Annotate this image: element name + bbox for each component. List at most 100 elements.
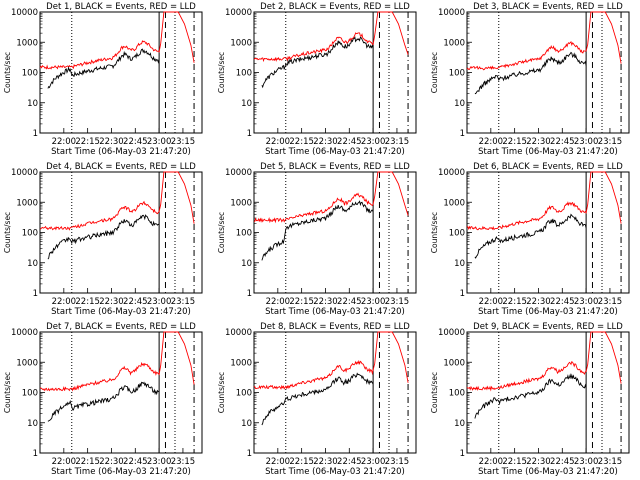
plot-frame xyxy=(39,331,203,454)
y-tick-label: 1 xyxy=(247,449,252,459)
y-tick-label: 1 xyxy=(247,289,252,299)
y-tick-label: 10 xyxy=(27,99,38,109)
y-tick-label: 1000 xyxy=(443,38,465,48)
x-tick-label: 23:00 xyxy=(574,137,599,147)
chart-title: Det 2, BLACK = Events, RED = LLD xyxy=(260,2,410,12)
events-series-line xyxy=(261,372,374,426)
y-tick-label: 10 xyxy=(454,259,465,269)
x-tick-label: 22:45 xyxy=(337,137,362,147)
x-tick-label: 22:15 xyxy=(289,457,314,467)
lld-series-line xyxy=(39,331,195,392)
x-axis-label: Start Time (06-May-03 21:47:20) xyxy=(478,307,618,317)
chart-title: Det 3, BLACK = Events, RED = LLD xyxy=(473,2,623,12)
y-tick-label: 1 xyxy=(460,449,465,459)
plot-frame xyxy=(466,171,630,294)
x-tick-label: 22:00 xyxy=(52,457,77,467)
y-tick-label: 10000 xyxy=(438,8,465,18)
x-tick-label: 22:15 xyxy=(502,297,527,307)
x-tick-label: 22:15 xyxy=(502,137,527,147)
y-tick-label: 10 xyxy=(454,419,465,429)
x-tick-label: 22:15 xyxy=(75,457,100,467)
y-tick-label: 1 xyxy=(247,129,252,139)
x-tick-label: 23:15 xyxy=(385,457,410,467)
y-tick-label: 100 xyxy=(22,69,38,79)
x-tick-label: 23:15 xyxy=(171,297,196,307)
x-tick-label: 22:15 xyxy=(289,297,314,307)
x-tick-label: 23:00 xyxy=(147,457,172,467)
x-tick-label: 22:15 xyxy=(75,137,100,147)
y-tick-label: 10 xyxy=(241,99,252,109)
x-tick-label: 23:15 xyxy=(598,457,623,467)
chart-title: Det 9, BLACK = Events, RED = LLD xyxy=(473,322,623,332)
x-tick-label: 22:45 xyxy=(337,457,362,467)
chart-title: Det 7, BLACK = Events, RED = LLD xyxy=(46,322,196,332)
chart-panel: Det 7, BLACK = Events, RED = LLD 1 10 100 10… xyxy=(3,322,203,477)
chart-panel: Det 3, BLACK = Events, RED = LLD 1 10 100 10… xyxy=(430,2,630,157)
x-tick-label: 23:00 xyxy=(574,457,599,467)
x-tick-label: 22:15 xyxy=(75,297,100,307)
x-tick-label: 23:15 xyxy=(171,457,196,467)
y-tick-label: 1 xyxy=(460,129,465,139)
y-tick-label: 1000 xyxy=(16,198,38,208)
plot-frame xyxy=(39,11,203,134)
chart-title: Det 8, BLACK = Events, RED = LLD xyxy=(260,322,410,332)
events-series-line xyxy=(47,214,160,260)
y-tick-label: 10000 xyxy=(438,328,465,338)
chart-title: Det 4, BLACK = Events, RED = LLD xyxy=(46,162,196,172)
x-tick-label: 23:15 xyxy=(598,137,623,147)
x-tick-label: 22:30 xyxy=(526,137,551,147)
events-series-line xyxy=(47,48,160,89)
x-tick-label: 22:30 xyxy=(526,457,551,467)
y-axis-label: Counts/sec xyxy=(430,372,439,413)
chart-title: Det 1, BLACK = Events, RED = LLD xyxy=(46,2,196,12)
events-series-line xyxy=(474,213,587,259)
chart-panel: Det 2, BLACK = Events, RED = LLD 1 10 100 10… xyxy=(217,2,417,157)
x-tick-label: 22:00 xyxy=(479,137,504,147)
x-tick-label: 23:15 xyxy=(385,297,410,307)
y-axis-label: Counts/sec xyxy=(3,372,12,413)
y-tick-label: 10000 xyxy=(225,328,252,338)
y-axis-label: Counts/sec xyxy=(217,372,226,413)
events-series-line xyxy=(474,51,587,95)
y-axis-label: Counts/sec xyxy=(430,212,439,253)
x-tick-label: 22:45 xyxy=(123,137,148,147)
x-axis-label: Start Time (06-May-03 21:47:20) xyxy=(51,307,191,317)
y-tick-label: 1000 xyxy=(230,358,252,368)
plot-frame xyxy=(253,11,417,134)
x-tick-label: 22:30 xyxy=(313,457,338,467)
y-tick-label: 10000 xyxy=(225,8,252,18)
plot-frame xyxy=(253,331,417,454)
x-tick-label: 22:00 xyxy=(479,457,504,467)
x-tick-label: 23:00 xyxy=(147,297,172,307)
y-axis-label: Counts/sec xyxy=(217,52,226,93)
y-tick-label: 100 xyxy=(449,69,465,79)
x-tick-label: 22:45 xyxy=(337,297,362,307)
x-tick-label: 22:15 xyxy=(289,137,314,147)
chart-title: Det 5, BLACK = Events, RED = LLD xyxy=(260,162,410,172)
x-tick-label: 22:00 xyxy=(479,297,504,307)
x-tick-label: 22:45 xyxy=(123,297,148,307)
y-tick-label: 100 xyxy=(236,229,252,239)
y-tick-label: 100 xyxy=(449,389,465,399)
y-tick-label: 10000 xyxy=(11,328,38,338)
events-series-line xyxy=(261,36,374,89)
lld-series-line xyxy=(253,331,409,390)
y-tick-label: 10 xyxy=(27,419,38,429)
x-tick-label: 22:45 xyxy=(123,457,148,467)
x-tick-label: 22:30 xyxy=(526,297,551,307)
x-axis-label: Start Time (06-May-03 21:47:20) xyxy=(51,147,191,157)
y-tick-label: 10000 xyxy=(11,168,38,178)
y-axis-label: Counts/sec xyxy=(217,212,226,253)
chart-panel: Det 6, BLACK = Events, RED = LLD 1 10 100 10… xyxy=(430,162,630,317)
x-tick-label: 22:15 xyxy=(502,457,527,467)
x-axis-label: Start Time (06-May-03 21:47:20) xyxy=(265,307,405,317)
x-tick-label: 22:00 xyxy=(52,297,77,307)
x-tick-label: 23:00 xyxy=(147,137,172,147)
y-tick-label: 1000 xyxy=(443,198,465,208)
y-tick-label: 1 xyxy=(460,289,465,299)
y-tick-label: 100 xyxy=(236,389,252,399)
lld-series-line xyxy=(466,11,622,71)
x-tick-label: 23:00 xyxy=(361,297,386,307)
x-tick-label: 23:15 xyxy=(385,137,410,147)
x-axis-label: Start Time (06-May-03 21:47:20) xyxy=(265,467,405,477)
